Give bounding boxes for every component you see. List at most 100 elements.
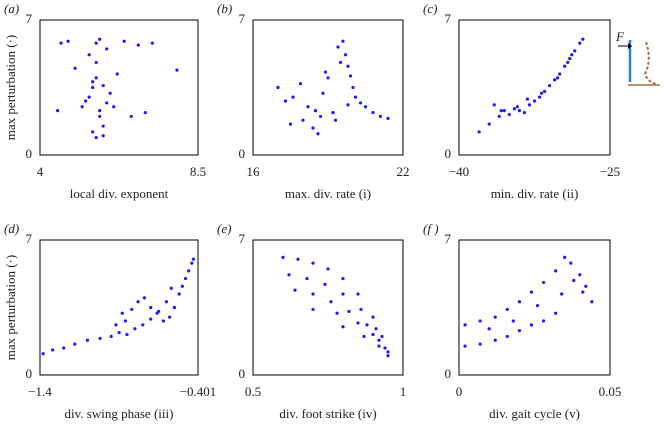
icon-arrowhead xyxy=(628,43,632,49)
point xyxy=(343,53,348,57)
x-tick-label: −1.4 xyxy=(28,384,52,399)
plot-frame xyxy=(252,239,404,376)
point xyxy=(572,278,576,283)
point xyxy=(570,53,574,57)
point xyxy=(341,276,345,281)
point xyxy=(66,39,70,43)
point xyxy=(94,41,98,45)
point xyxy=(125,332,129,337)
point xyxy=(311,307,315,312)
point xyxy=(55,109,60,113)
y-tick-label: 0 xyxy=(26,366,33,381)
point xyxy=(383,346,387,350)
point xyxy=(529,323,534,327)
point xyxy=(362,334,366,339)
point xyxy=(558,72,562,76)
point xyxy=(87,95,91,99)
point xyxy=(41,352,45,356)
point xyxy=(497,114,501,119)
point xyxy=(59,41,63,45)
point xyxy=(478,319,482,323)
point xyxy=(341,39,345,43)
x-tick-label: −25 xyxy=(600,164,620,179)
point xyxy=(183,276,188,281)
point xyxy=(348,74,353,78)
point xyxy=(105,101,109,105)
point xyxy=(87,53,91,57)
point xyxy=(150,41,154,45)
y-axis-label: max perturbation (·) xyxy=(3,255,18,360)
point xyxy=(114,323,118,327)
x-axis-label: div. gait cycle (v) xyxy=(489,406,580,421)
plot-frame xyxy=(252,19,404,156)
point xyxy=(371,110,375,115)
point xyxy=(168,315,172,319)
point xyxy=(321,91,325,95)
point xyxy=(283,99,288,103)
panel-label: (e) xyxy=(217,221,231,236)
x-tick-label: −0.401 xyxy=(180,384,217,399)
point xyxy=(51,348,55,352)
point xyxy=(94,76,98,80)
point xyxy=(149,317,153,321)
point xyxy=(293,288,297,292)
point xyxy=(563,255,567,259)
x-axis-label: div. foot strike (iv) xyxy=(279,406,376,421)
point xyxy=(505,334,509,339)
point xyxy=(281,255,285,259)
point xyxy=(341,292,345,296)
point xyxy=(143,110,147,115)
point xyxy=(175,68,179,72)
point xyxy=(378,114,383,119)
plot-frame xyxy=(39,239,199,376)
point xyxy=(323,70,328,74)
point xyxy=(62,346,66,350)
point xyxy=(161,319,165,323)
point xyxy=(502,109,506,113)
point xyxy=(311,261,315,265)
point xyxy=(539,91,544,95)
point xyxy=(353,95,358,99)
x-tick-label: 22 xyxy=(397,164,410,179)
point xyxy=(296,257,300,261)
point xyxy=(115,72,119,76)
panel-label: (a) xyxy=(4,1,19,16)
panel: (a) 0 7 4 8.5 local div. exponent max perturba… xyxy=(3,1,206,201)
x-tick-label: 0 xyxy=(456,384,463,399)
panel-label: (f ) xyxy=(423,221,439,236)
point xyxy=(335,311,339,315)
point xyxy=(380,334,384,339)
point xyxy=(566,60,570,65)
point xyxy=(511,319,515,323)
point xyxy=(105,47,109,51)
point xyxy=(73,342,77,346)
panel-label: (d) xyxy=(4,221,19,236)
x-tick-label: −40 xyxy=(449,164,469,179)
point xyxy=(333,118,338,122)
icon-leg2 xyxy=(643,41,657,85)
point xyxy=(487,122,491,126)
panel: (d) 0 7 −1.4 −0.401 div. swing phase (iii) max… xyxy=(3,221,216,421)
point xyxy=(329,300,333,304)
point xyxy=(573,49,577,53)
x-tick-label: 8.5 xyxy=(190,164,206,179)
point xyxy=(507,112,511,117)
x-axis-label: div. swing phase (iii) xyxy=(65,406,174,421)
point xyxy=(365,323,369,327)
point xyxy=(169,286,173,290)
inset-icon xyxy=(618,40,660,86)
point xyxy=(98,109,102,113)
point xyxy=(371,315,375,319)
point xyxy=(318,114,323,119)
point xyxy=(356,292,360,296)
point xyxy=(117,330,121,335)
point xyxy=(101,124,105,128)
point xyxy=(512,107,516,111)
point xyxy=(109,334,113,339)
y-tick-label: 0 xyxy=(239,146,246,161)
x-tick-label: 4 xyxy=(37,164,44,179)
panel-label: (c) xyxy=(423,1,437,16)
point xyxy=(553,78,557,82)
point xyxy=(80,105,84,109)
point xyxy=(532,99,537,103)
